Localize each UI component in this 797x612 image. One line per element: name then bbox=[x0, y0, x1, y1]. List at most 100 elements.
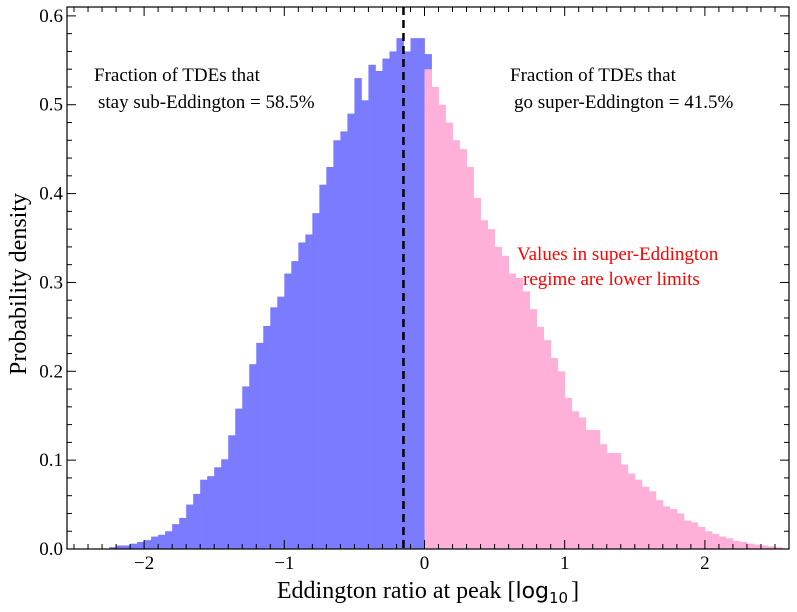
y-tick-label: 0.2 bbox=[39, 361, 63, 382]
super-eddington-bar-8 bbox=[480, 220, 488, 549]
super-eddington-bar-33 bbox=[655, 500, 664, 549]
x-tick-label: −2 bbox=[134, 553, 154, 574]
sub-eddington-bar-23 bbox=[270, 307, 278, 549]
x-tick-labels: −2 −1 0 1 2 bbox=[134, 553, 710, 574]
sub-eddington-bar-14 bbox=[207, 476, 215, 549]
super-eddington-bar-46 bbox=[746, 543, 755, 549]
sub-eddington-bar-15 bbox=[214, 467, 222, 549]
super-eddington-bar-23 bbox=[585, 429, 594, 549]
y-tick-label: 0.6 bbox=[39, 6, 63, 27]
x-tick-label: −1 bbox=[274, 553, 294, 574]
super-eddington-bar-44 bbox=[732, 541, 741, 549]
super-eddington-bar-9 bbox=[487, 229, 495, 549]
y-tick-label: 0.4 bbox=[39, 184, 63, 205]
sub-eddington-bar-24 bbox=[277, 296, 285, 549]
x-axis-title-sub: 10 bbox=[549, 589, 568, 607]
sub-eddington-bar-35 bbox=[354, 78, 362, 549]
sub-eddington-bar-43 bbox=[410, 38, 418, 549]
sub-eddington-bar-26 bbox=[291, 261, 299, 549]
sub-eddington-bar-22 bbox=[263, 325, 271, 549]
sub-eddington-bar-19 bbox=[242, 386, 250, 549]
super-eddington-bar-31 bbox=[641, 486, 650, 549]
super-eddington-bar-47 bbox=[753, 544, 762, 549]
sub-eddington-bar-40 bbox=[389, 51, 397, 550]
super-eddington-bar-2 bbox=[438, 104, 446, 550]
super-eddington-bar-36 bbox=[676, 513, 685, 549]
super-eddington-bar-21 bbox=[571, 411, 580, 549]
sub-eddington-bar-7 bbox=[158, 534, 166, 549]
x-axis-title-log: log bbox=[515, 579, 549, 604]
sub-eddington-bar-44 bbox=[417, 38, 425, 549]
sub-eddington-bar-34 bbox=[347, 113, 355, 550]
sub-eddington-bar-37 bbox=[368, 64, 376, 549]
y-tick-labels: 0.0 0.1 0.2 0.3 0.4 0.5 0.6 bbox=[39, 6, 63, 560]
sub-eddington-bar-39 bbox=[382, 58, 390, 549]
sub-eddington-bar-36 bbox=[361, 100, 369, 550]
super-eddington-bar-42 bbox=[718, 536, 727, 549]
sub-eddington-bar-2 bbox=[123, 545, 131, 549]
axis-ticks bbox=[67, 7, 790, 550]
sub-eddington-bar-42 bbox=[403, 51, 411, 550]
super-eddington-bars bbox=[424, 69, 783, 550]
super-eddington-bar-1 bbox=[431, 86, 439, 549]
super-eddington-bar-11 bbox=[501, 255, 510, 550]
y-tick-label: 0.0 bbox=[39, 539, 63, 560]
y-tick-label: 0.1 bbox=[39, 450, 63, 471]
super-eddington-bar-26 bbox=[606, 453, 615, 549]
super-eddington-bar-18 bbox=[550, 357, 559, 549]
super-eddington-bar-15 bbox=[529, 309, 538, 549]
annotation-note-line1: Values in super-Eddington bbox=[517, 244, 719, 265]
sub-eddington-bar-28 bbox=[305, 234, 313, 549]
x-tick-label: 0 bbox=[420, 553, 430, 574]
sub-eddington-bar-20 bbox=[249, 364, 257, 549]
x-axis-title: Eddington ratio at peak [log10] bbox=[277, 578, 579, 607]
sub-eddington-bar-9 bbox=[172, 524, 180, 549]
sub-eddington-bar-13 bbox=[200, 479, 208, 549]
x-axis-title-end: ] bbox=[571, 578, 579, 604]
super-eddington-bar-30 bbox=[634, 479, 643, 549]
annotation-sub-line1: Fraction of TDEs that bbox=[94, 65, 261, 86]
x-axis-title-main: Eddington ratio at peak [ bbox=[277, 578, 516, 604]
super-eddington-bar-13 bbox=[515, 278, 524, 549]
sub-eddington-bar-38 bbox=[375, 70, 383, 549]
super-eddington-bar-32 bbox=[648, 491, 657, 549]
sub-eddington-bar-21 bbox=[256, 342, 264, 549]
super-eddington-bar-25 bbox=[599, 444, 608, 549]
sub-eddington-bar-6 bbox=[151, 536, 159, 549]
y-tick-label: 0.3 bbox=[39, 272, 63, 293]
super-eddington-bar-6 bbox=[466, 166, 474, 549]
super-eddington-bar-22 bbox=[578, 417, 587, 549]
super-eddington-bar-29 bbox=[627, 473, 636, 549]
super-eddington-bar-16 bbox=[536, 326, 545, 549]
super-eddington-bar-35 bbox=[669, 509, 678, 549]
sub-eddington-bar-0 bbox=[109, 547, 117, 549]
super-eddington-bar-39 bbox=[697, 526, 706, 549]
sub-eddington-bar-18 bbox=[235, 408, 243, 549]
sub-eddington-bar-10 bbox=[179, 517, 187, 549]
super-eddington-bar-5 bbox=[459, 149, 467, 549]
super-eddington-bar-27 bbox=[613, 453, 622, 549]
sub-eddington-bar-16 bbox=[221, 459, 229, 549]
sub-eddington-bar-29 bbox=[312, 213, 320, 549]
annotation-sub-line2: stay sub-Eddington = 58.5% bbox=[98, 92, 315, 113]
super-eddington-bar-37 bbox=[683, 520, 692, 549]
sub-eddington-bar-32 bbox=[333, 140, 341, 549]
super-eddington-bar-45 bbox=[739, 541, 748, 549]
sub-eddington-bar-12 bbox=[193, 493, 201, 549]
sub-eddington-bar-25 bbox=[284, 273, 292, 549]
super-eddington-bar-19 bbox=[557, 371, 566, 549]
sub-eddington-bar-27 bbox=[298, 242, 306, 549]
sub-eddington-bar-1 bbox=[116, 545, 124, 549]
super-eddington-bar-10 bbox=[494, 246, 502, 549]
annotation-super-line1: Fraction of TDEs that bbox=[510, 65, 677, 86]
super-eddington-bar-17 bbox=[543, 340, 552, 549]
super-eddington-bar-20 bbox=[564, 397, 573, 549]
super-eddington-bar-14 bbox=[522, 291, 531, 549]
super-eddington-bar-43 bbox=[725, 538, 734, 549]
super-eddington-bar-28 bbox=[620, 464, 629, 549]
super-eddington-bar-48 bbox=[760, 545, 769, 549]
sub-eddington-bar-33 bbox=[340, 131, 348, 549]
super-eddington-bar-12 bbox=[508, 273, 517, 549]
x-tick-label: 2 bbox=[700, 553, 710, 574]
